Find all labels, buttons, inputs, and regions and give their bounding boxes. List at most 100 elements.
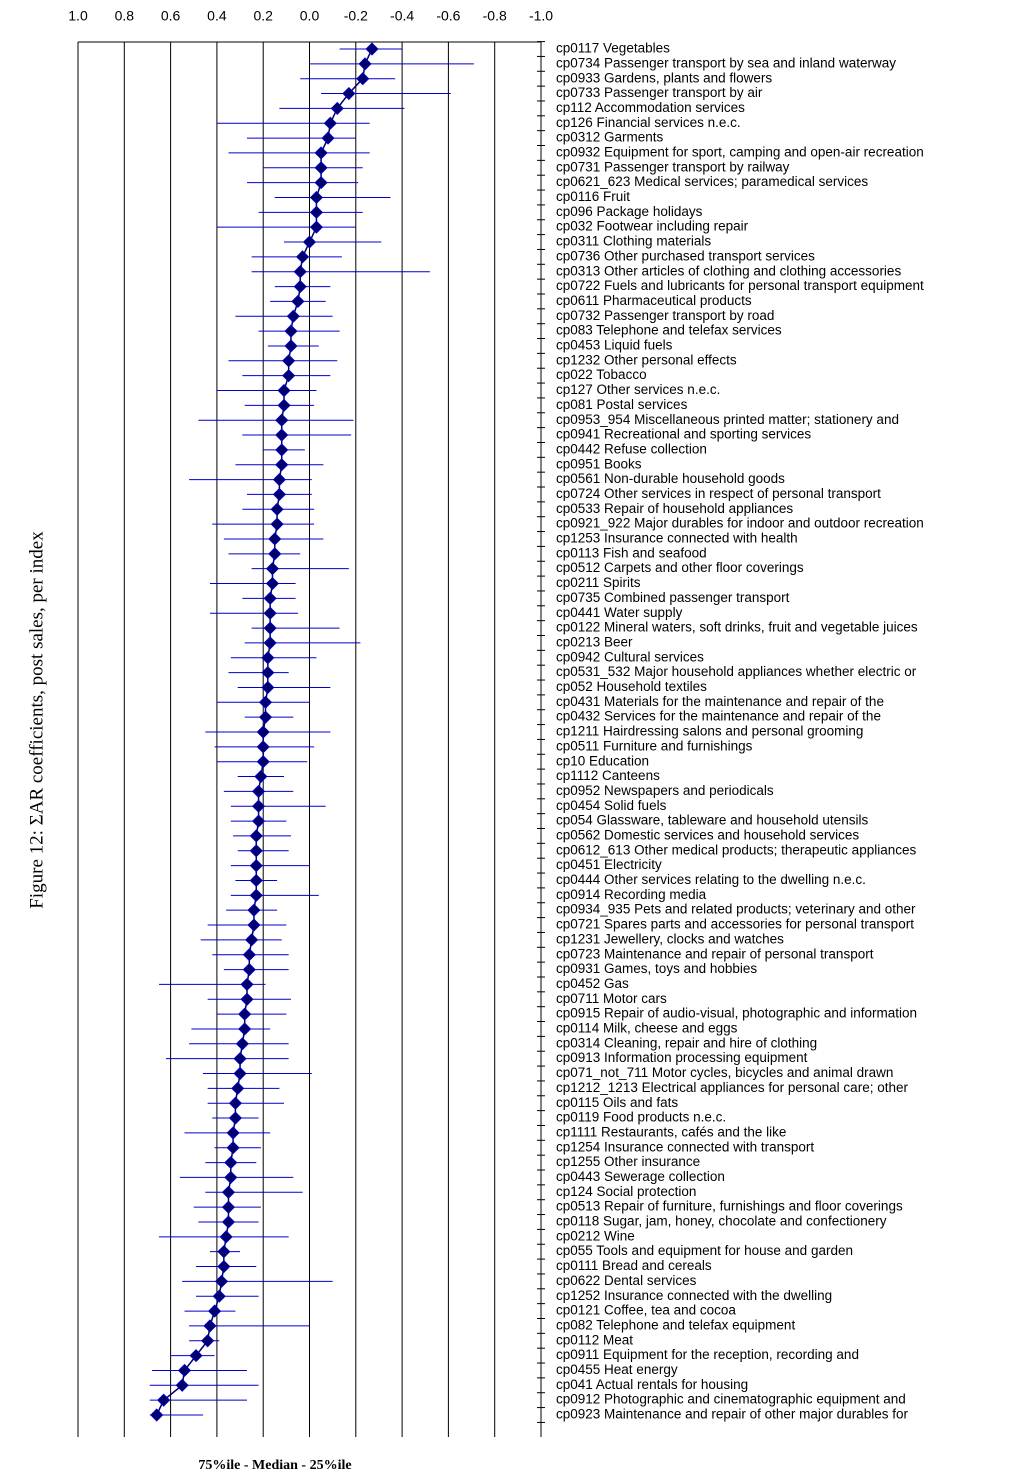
median-marker: [272, 473, 286, 487]
category-label: cp0432 Services for the maintenance and …: [556, 709, 881, 724]
median-marker: [242, 962, 256, 977]
category-label: cp0932 Equipment for sport, camping and …: [556, 144, 924, 159]
category-label: cp0953_954 Miscellaneous printed matter;…: [556, 412, 899, 427]
median-marker: [275, 443, 289, 457]
median-marker: [252, 799, 266, 813]
median-marker: [252, 784, 266, 798]
category-label: cp032 Footwear including repair: [556, 219, 749, 234]
median-marker: [177, 1363, 192, 1378]
median-marker: [293, 279, 307, 294]
category-label: cp127 Other services n.e.c.: [556, 382, 720, 397]
category-label: cp0941 Recreational and sporting service…: [556, 427, 811, 442]
category-label: cp0312 Garments: [556, 130, 664, 145]
category-label: cp0213 Beer: [556, 634, 633, 649]
median-marker: [277, 383, 291, 398]
median-marker: [231, 1081, 245, 1095]
category-label: cp0612_613 Other medical products; thera…: [556, 842, 916, 857]
category-label: cp0455 Heat energy: [556, 1362, 678, 1377]
category-label: cp1253 Insurance connected with health: [556, 531, 798, 546]
category-label: cp0915 Repair of audio-visual, photograp…: [556, 1006, 917, 1021]
category-label: cp0313 Other articles of clothing and cl…: [556, 263, 901, 278]
median-marker: [293, 265, 307, 279]
median-marker: [245, 933, 259, 947]
median-marker: [252, 814, 266, 828]
median-marker: [291, 294, 305, 308]
category-label: cp0952 Newspapers and periodicals: [556, 783, 774, 798]
median-marker: [254, 769, 268, 784]
median-marker: [208, 1304, 222, 1318]
median-marker: [342, 86, 356, 101]
median-marker: [261, 666, 275, 680]
category-label: cp041 Actual rentals for housing: [556, 1377, 748, 1392]
x-tick-label: 1.0: [68, 8, 88, 24]
median-marker: [295, 250, 310, 264]
median-marker: [282, 369, 296, 383]
median-marker: [356, 72, 370, 86]
median-marker: [275, 413, 289, 427]
category-label: cp0116 Fruit: [556, 189, 630, 204]
median-marker: [249, 829, 263, 843]
category-label: cp071_not_711 Motor cycles, bicycles and…: [556, 1065, 893, 1080]
median-marker: [247, 903, 261, 917]
category-label: cp10 Education: [556, 753, 649, 768]
x-tick-label: -0.6: [436, 8, 460, 24]
median-marker: [265, 576, 280, 591]
category-label: cp1255 Other insurance: [556, 1154, 700, 1169]
median-marker: [263, 621, 277, 635]
median-marker: [286, 309, 300, 323]
category-label: cp0444 Other services relating to the dw…: [556, 872, 866, 887]
median-marker: [247, 918, 261, 932]
category-label: cp055 Tools and equipment for house and …: [556, 1243, 853, 1258]
category-label: cp0736 Other purchased transport service…: [556, 248, 815, 263]
median-marker: [261, 680, 275, 695]
category-label: cp052 Household textiles: [556, 679, 707, 694]
category-label: cp054 Glassware, tableware and household…: [556, 813, 868, 828]
category-label: cp0723 Maintenance and repair of persona…: [556, 946, 874, 961]
category-label: cp0711 Motor cars: [556, 991, 667, 1006]
category-label: cp0722 Fuels and lubricants for personal…: [556, 278, 924, 293]
category-label: cp0122 Mineral waters, soft drinks, frui…: [556, 620, 918, 635]
category-label: cp0121 Coffee, tea and cocoa: [556, 1303, 736, 1318]
category-label: cp082 Telephone and telefax equipment: [556, 1317, 795, 1332]
median-marker: [189, 1349, 203, 1363]
median-marker: [268, 547, 282, 561]
category-label: cp0921_922 Major durables for indoor and…: [556, 516, 924, 531]
median-marker: [302, 235, 317, 249]
category-label: cp0441 Water supply: [556, 605, 683, 620]
median-marker: [270, 517, 284, 531]
x-tick-label: 0.6: [161, 8, 181, 24]
median-marker: [270, 502, 284, 516]
category-label: cp0115 Oils and fats: [556, 1095, 678, 1110]
median-marker: [282, 354, 296, 368]
x-tick-label: 0.0: [300, 8, 320, 24]
median-marker: [226, 1141, 240, 1155]
x-axis-title: 75%ile - Median - 25%ile: [198, 1458, 351, 1473]
median-marker: [224, 1156, 238, 1170]
median-marker: [263, 591, 277, 605]
category-label: cp0942 Cultural services: [556, 649, 704, 664]
median-marker: [275, 428, 289, 442]
median-marker: [228, 1096, 242, 1110]
category-label: cp1211 Hairdressing salons and personal …: [556, 724, 863, 739]
median-marker: [284, 339, 298, 353]
median-marker: [214, 1274, 229, 1288]
category-label: cp0734 Passenger transport by sea and in…: [556, 55, 896, 70]
median-marker: [201, 1334, 215, 1348]
x-tick-label: 0.2: [253, 8, 273, 24]
category-label: cp0622 Dental services: [556, 1273, 697, 1288]
category-label: cp1111 Restaurants, cafés and the like: [556, 1124, 786, 1139]
median-marker: [314, 176, 328, 190]
category-label: cp0113 Fish and seafood: [556, 545, 707, 560]
x-tick-label: 0.4: [207, 8, 227, 24]
median-marker: [150, 1408, 164, 1422]
median-marker: [240, 977, 254, 991]
category-label: cp0431 Materials for the maintenance and…: [556, 694, 884, 709]
median-marker: [263, 606, 277, 620]
x-tick-label: -0.4: [390, 8, 414, 24]
median-marker: [249, 844, 263, 858]
category-label: cp0733 Passenger transport by air: [556, 85, 763, 100]
median-marker: [221, 1200, 236, 1214]
median-marker: [321, 131, 335, 145]
category-label: cp0611 Pharmaceutical products: [556, 293, 752, 308]
